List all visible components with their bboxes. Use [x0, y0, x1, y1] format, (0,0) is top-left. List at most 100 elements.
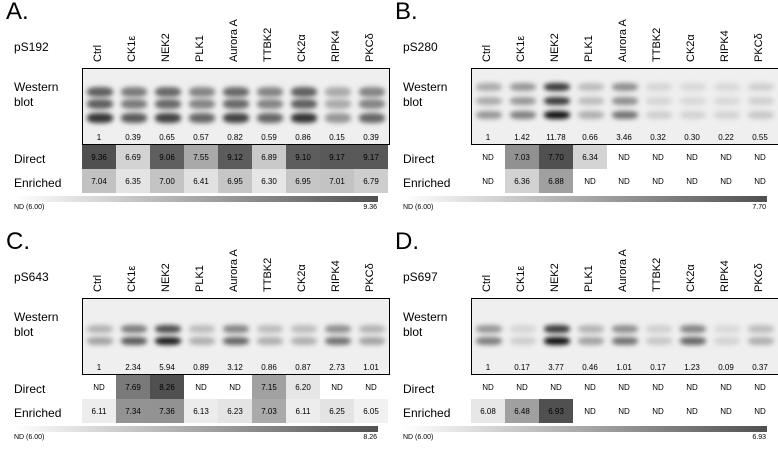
blot-band: [748, 337, 774, 345]
direct-cell: ND: [675, 375, 709, 399]
western-blot-label: Western blot: [403, 80, 448, 109]
quant-value: 2.34: [125, 363, 141, 372]
quant-value: 0.17: [514, 363, 530, 372]
quant-value: 1: [485, 133, 491, 142]
blot-band: [544, 111, 570, 119]
blot-band: [257, 87, 283, 97]
lane-label: Ctrl: [481, 44, 493, 62]
quant-value: 2.73: [329, 363, 345, 372]
lane-label: NEK2: [160, 33, 172, 62]
direct-cell: 9.17: [354, 145, 388, 169]
quant-value: 0.86: [261, 363, 277, 372]
blot-band: [291, 337, 317, 345]
blot-band: [578, 325, 604, 333]
enriched-cell: ND: [675, 399, 709, 423]
enriched-cell: 6.11: [286, 399, 320, 423]
blot-band: [223, 99, 249, 109]
direct-cell: 8.26: [150, 375, 184, 399]
blot-band: [257, 113, 283, 123]
blot-band: [646, 83, 672, 91]
blot-band: [359, 99, 385, 109]
blot-band: [155, 99, 181, 109]
lane-label: TTBK2: [651, 27, 663, 62]
site-title: pS697: [403, 270, 438, 284]
blot-band: [510, 111, 536, 119]
quant-value: 0.22: [718, 133, 734, 142]
western-blot-label: Western blot: [403, 310, 448, 339]
blot-band: [714, 325, 740, 333]
quant-value: 5.94: [159, 363, 175, 372]
blot-band: [359, 87, 385, 97]
blot-band: [510, 83, 536, 91]
enriched-cell: 6.48: [505, 399, 539, 423]
enriched-cell: 6.05: [354, 399, 388, 423]
direct-cell: 7.69: [116, 375, 150, 399]
scale-max-label: 9.36: [363, 204, 377, 211]
quant-value: 0.65: [159, 133, 175, 142]
panel-letter: C.: [6, 228, 30, 255]
direct-cell: 9.10: [286, 145, 320, 169]
blot-band: [121, 87, 147, 97]
blot-band: [121, 325, 147, 333]
quant-value: 0.15: [329, 133, 345, 142]
blot-band: [714, 83, 740, 91]
blot-band: [189, 113, 215, 123]
blot-band: [748, 325, 774, 333]
lane-label: PKCδ: [753, 33, 765, 62]
blot-band: [189, 87, 215, 97]
lane-label: RIPK4: [330, 260, 342, 292]
blot-band: [612, 337, 638, 345]
enriched-label: Enriched: [403, 176, 451, 190]
quant-value: 1.23: [684, 363, 700, 372]
site-title: pS280: [403, 40, 438, 54]
lane-label: RIPK4: [330, 30, 342, 62]
lane-label: Aurora A: [228, 249, 240, 292]
panel-a: A. pS192 Ctrl CK1ε NEK2 PLK1 Aurora A TTBK2 CK2α…: [0, 0, 390, 229]
western-blot-image: [471, 298, 778, 375]
western-blot-image: [82, 68, 390, 145]
direct-cell: ND: [641, 375, 675, 399]
blot-band: [155, 325, 181, 333]
quant-value: 0.57: [193, 133, 209, 142]
direct-cell: 7.03: [505, 145, 539, 169]
enriched-cell: ND: [675, 169, 709, 193]
scale-max-label: 7.70: [752, 204, 766, 211]
quant-value: 11.78: [546, 133, 566, 142]
blot-band: [680, 111, 706, 119]
blot-band: [476, 325, 502, 333]
blot-band: [612, 325, 638, 333]
direct-cell: ND: [709, 375, 743, 399]
blot-band: [121, 113, 147, 123]
quant-value: 1: [96, 363, 102, 372]
blot-band: [325, 113, 351, 123]
enriched-cell: 7.34: [116, 399, 150, 423]
direct-label: Direct: [14, 382, 46, 396]
blot-band: [646, 325, 672, 333]
blot-band: [325, 99, 351, 109]
enriched-cell: 6.95: [218, 169, 252, 193]
enriched-label: Enriched: [14, 176, 62, 190]
blot-band: [257, 325, 283, 333]
quant-value: 0.17: [650, 363, 666, 372]
blot-band: [748, 97, 774, 105]
quant-value: 0.39: [125, 133, 141, 142]
direct-cell: ND: [709, 145, 743, 169]
lane-label: NEK2: [160, 263, 172, 292]
lane-label: CK2α: [296, 34, 308, 62]
blot-band: [189, 99, 215, 109]
direct-cell: 6.20: [286, 375, 320, 399]
quant-value: 0.66: [582, 133, 598, 142]
scale-min-label: ND (6.00): [403, 204, 434, 211]
blot-band: [646, 97, 672, 105]
quant-value: 0.59: [261, 133, 277, 142]
quant-value: 0.87: [295, 363, 311, 372]
direct-cell: 9.12: [218, 145, 252, 169]
blot-band: [223, 337, 249, 345]
blot-band: [578, 337, 604, 345]
direct-cell: ND: [354, 375, 388, 399]
quant-value: 1: [96, 133, 102, 142]
lane-label: Aurora A: [617, 249, 629, 292]
enriched-label: Enriched: [14, 406, 62, 420]
blot-band: [646, 111, 672, 119]
direct-cell: 9.17: [320, 145, 354, 169]
